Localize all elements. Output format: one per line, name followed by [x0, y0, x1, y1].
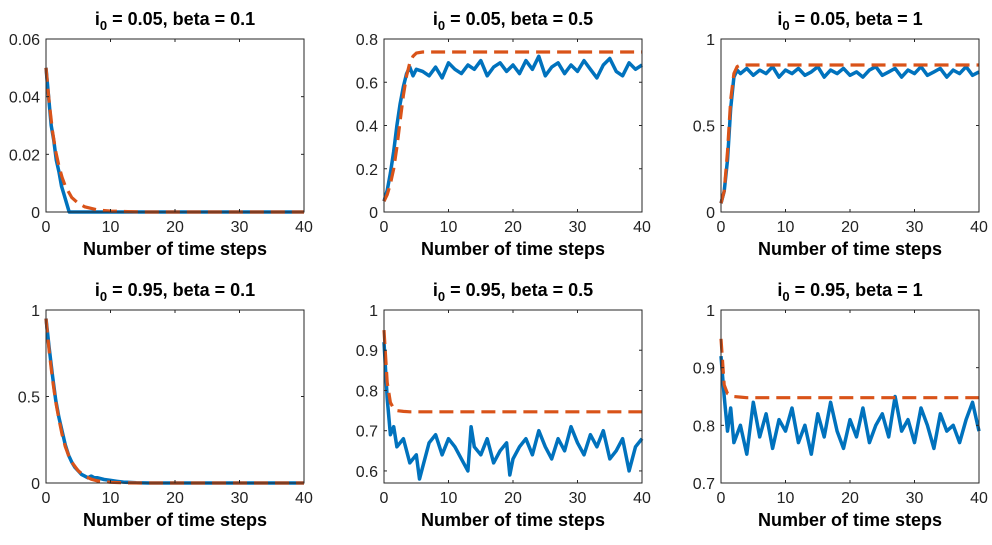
y-tick-label: 0.2	[356, 162, 378, 179]
x-tick-label: 20	[504, 219, 522, 236]
series-line-2	[382, 330, 642, 414]
x-tick-label: 10	[440, 490, 458, 507]
x-axis-label: Number of time steps	[421, 510, 605, 530]
y-tick-label: 0.8	[356, 383, 378, 400]
y-tick-label: 0.6	[356, 75, 378, 92]
subplot-title: i0 = 0.95, beta = 0.1	[95, 280, 255, 304]
x-tick-label: 40	[295, 490, 313, 507]
subplot-4: 0 10 20 30 40 0 0.5 1 i0 = 0.95, beta = 0.1 Numbe…	[18, 280, 313, 530]
y-tick-label: 0.7	[356, 424, 378, 441]
y-tick-label: 1	[369, 303, 378, 320]
x-tick-label: 20	[841, 219, 859, 236]
subplot-title: i0 = 0.05, beta = 1	[777, 9, 922, 33]
subplot-title: i0 = 0.95, beta = 1	[777, 280, 922, 304]
series-line-2	[44, 67, 304, 214]
x-tick-label: 30	[569, 219, 587, 236]
x-tick-label: 10	[102, 490, 120, 507]
y-tick-label: 0.9	[693, 361, 715, 378]
x-tick-label: 0	[42, 490, 51, 507]
y-tick-label: 0.8	[693, 418, 715, 435]
series-line-1	[719, 64, 980, 204]
x-tick-label: 40	[633, 490, 651, 507]
y-tick-label: 0	[31, 476, 40, 493]
x-tick-label: 10	[102, 219, 120, 236]
series-line-1	[719, 355, 981, 456]
series-line-2	[44, 318, 304, 485]
y-tick-label: 0.06	[9, 32, 40, 49]
x-tick-label: 10	[777, 219, 795, 236]
x-axis-label: Number of time steps	[758, 239, 942, 259]
y-tick-label: 0.02	[9, 147, 40, 164]
y-tick-label: 0	[369, 205, 378, 222]
subplot-6: 0 10 20 30 40 0.7 0.8 0.9 1 i0 = 0.95, beta = 1 Nu…	[693, 280, 988, 530]
series-line-2	[382, 50, 642, 202]
series-line-2	[719, 63, 979, 204]
y-tick-label: 0.9	[356, 343, 378, 360]
y-tick-label: 0.6	[356, 464, 378, 481]
subplot-2: 0 10 20 30 40 0 0.2 0.4 0.6 0.8 i0 = 0.05, beta = …	[356, 9, 651, 259]
plot-area	[46, 310, 304, 483]
y-tick-label: 1	[706, 32, 715, 49]
subplot-1: 0 10 20 30 40 0 0.02 0.04 0.06 i0 = 0.05, beta = …	[9, 9, 313, 259]
x-tick-label: 0	[717, 219, 726, 236]
x-axis-label: Number of time steps	[83, 239, 267, 259]
y-tick-label: 0.4	[356, 119, 378, 136]
y-tick-label: 0	[706, 205, 715, 222]
x-tick-label: 40	[970, 490, 988, 507]
x-axis-label: Number of time steps	[83, 510, 267, 530]
x-tick-label: 40	[970, 219, 988, 236]
y-tick-label: 1	[31, 303, 40, 320]
x-tick-label: 20	[166, 490, 184, 507]
x-tick-label: 30	[906, 219, 924, 236]
x-tick-label: 30	[231, 219, 249, 236]
x-tick-label: 0	[717, 490, 726, 507]
y-tick-label: 0.7	[693, 476, 715, 493]
x-tick-label: 0	[380, 219, 389, 236]
x-tick-label: 30	[569, 490, 587, 507]
x-tick-label: 40	[633, 219, 651, 236]
series-line-2	[719, 338, 979, 400]
x-tick-label: 30	[231, 490, 249, 507]
x-tick-label: 10	[440, 219, 458, 236]
subplot-3: 0 10 20 30 40 0 0.5 1 i0 = 0.05, beta = 1 Number …	[693, 9, 988, 259]
plot-area	[46, 39, 304, 212]
x-axis-label: Number of time steps	[421, 239, 605, 259]
x-tick-label: 20	[166, 219, 184, 236]
y-tick-label: 0.5	[18, 390, 40, 407]
subplot-title: i0 = 0.95, beta = 0.5	[433, 280, 593, 304]
subplot-5: 0 10 20 30 40 0.6 0.7 0.8 0.9 1 i0 = 0.95, beta = …	[356, 280, 651, 530]
x-tick-label: 40	[295, 219, 313, 236]
x-tick-label: 10	[777, 490, 795, 507]
plot-area	[721, 39, 979, 212]
x-tick-label: 0	[380, 490, 389, 507]
y-tick-label: 0.04	[9, 90, 40, 107]
y-tick-label: 0.8	[356, 32, 378, 49]
subplot-title: i0 = 0.05, beta = 0.5	[433, 9, 593, 33]
x-tick-label: 20	[504, 490, 522, 507]
subplot-title: i0 = 0.05, beta = 0.1	[95, 9, 255, 33]
y-tick-label: 1	[706, 303, 715, 320]
x-tick-label: 0	[42, 219, 51, 236]
y-tick-label: 0.5	[693, 119, 715, 136]
y-tick-label: 0	[31, 205, 40, 222]
x-tick-label: 20	[841, 490, 859, 507]
series-line-1	[382, 342, 644, 481]
x-tick-label: 30	[906, 490, 924, 507]
x-axis-label: Number of time steps	[758, 510, 942, 530]
